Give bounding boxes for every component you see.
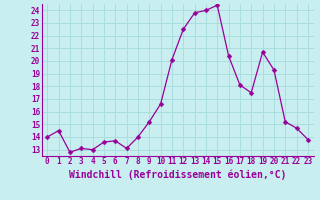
X-axis label: Windchill (Refroidissement éolien,°C): Windchill (Refroidissement éolien,°C) (69, 169, 286, 180)
